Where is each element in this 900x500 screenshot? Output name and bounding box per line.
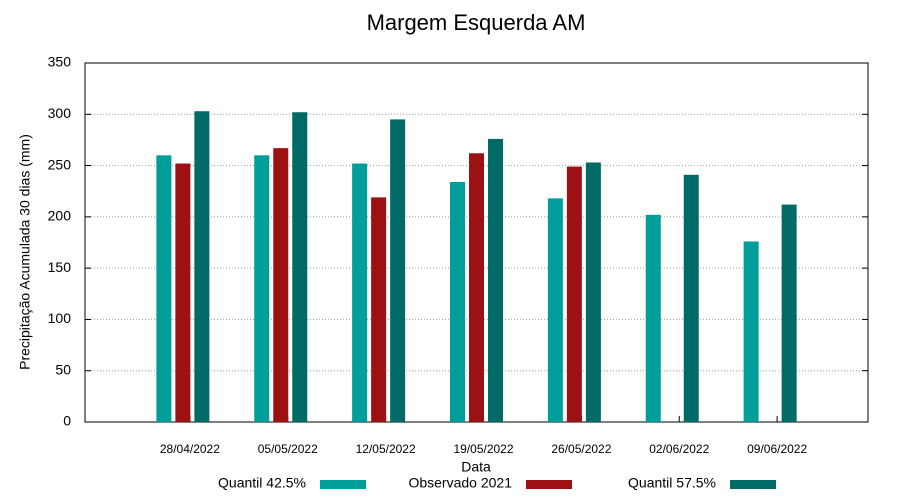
x-axis-label: Data	[461, 459, 491, 475]
x-tick-label: 02/06/2022	[649, 442, 709, 456]
x-tick-label: 28/04/2022	[160, 442, 220, 456]
bar	[469, 153, 484, 422]
bar	[273, 148, 289, 423]
bar	[371, 197, 387, 422]
bar	[450, 181, 465, 422]
bar	[645, 214, 661, 422]
bar	[352, 163, 368, 422]
y-tick-label: 100	[48, 310, 72, 326]
x-tick-label: 12/05/2022	[356, 442, 416, 456]
legend-label: Observado 2021	[408, 475, 512, 491]
y-tick-label: 150	[48, 259, 72, 275]
bar	[156, 155, 172, 423]
y-tick-label: 250	[48, 156, 72, 172]
bar	[194, 111, 210, 423]
x-tick-label: 26/05/2022	[551, 442, 611, 456]
x-tick-label: 09/06/2022	[747, 442, 807, 456]
y-axis-label: Precipitação Acumulada 30 dias (mm)	[17, 134, 33, 370]
y-tick-label: 0	[63, 413, 71, 429]
y-tick-label: 200	[48, 208, 72, 224]
legend-swatch	[526, 480, 572, 489]
bar	[175, 163, 191, 422]
x-tick-label: 05/05/2022	[258, 442, 318, 456]
legend-swatch	[730, 480, 776, 489]
legend-label: Quantil 57.5%	[628, 475, 716, 491]
y-tick-label: 50	[55, 361, 71, 377]
legend-swatch	[320, 480, 366, 489]
bar	[585, 162, 601, 422]
x-tick-label: 19/05/2022	[453, 442, 513, 456]
y-tick-label: 350	[48, 54, 72, 70]
bar	[781, 204, 797, 422]
chart-title: Margem Esquerda AM	[367, 10, 586, 35]
bar	[547, 198, 563, 422]
bar	[566, 166, 582, 422]
bar	[390, 119, 406, 423]
bar	[743, 241, 759, 422]
bar	[488, 138, 503, 422]
y-tick-label: 300	[48, 105, 72, 121]
bar	[292, 112, 308, 422]
bar	[254, 155, 270, 423]
bar	[683, 174, 699, 422]
legend-label: Quantil 42.5%	[218, 475, 306, 491]
